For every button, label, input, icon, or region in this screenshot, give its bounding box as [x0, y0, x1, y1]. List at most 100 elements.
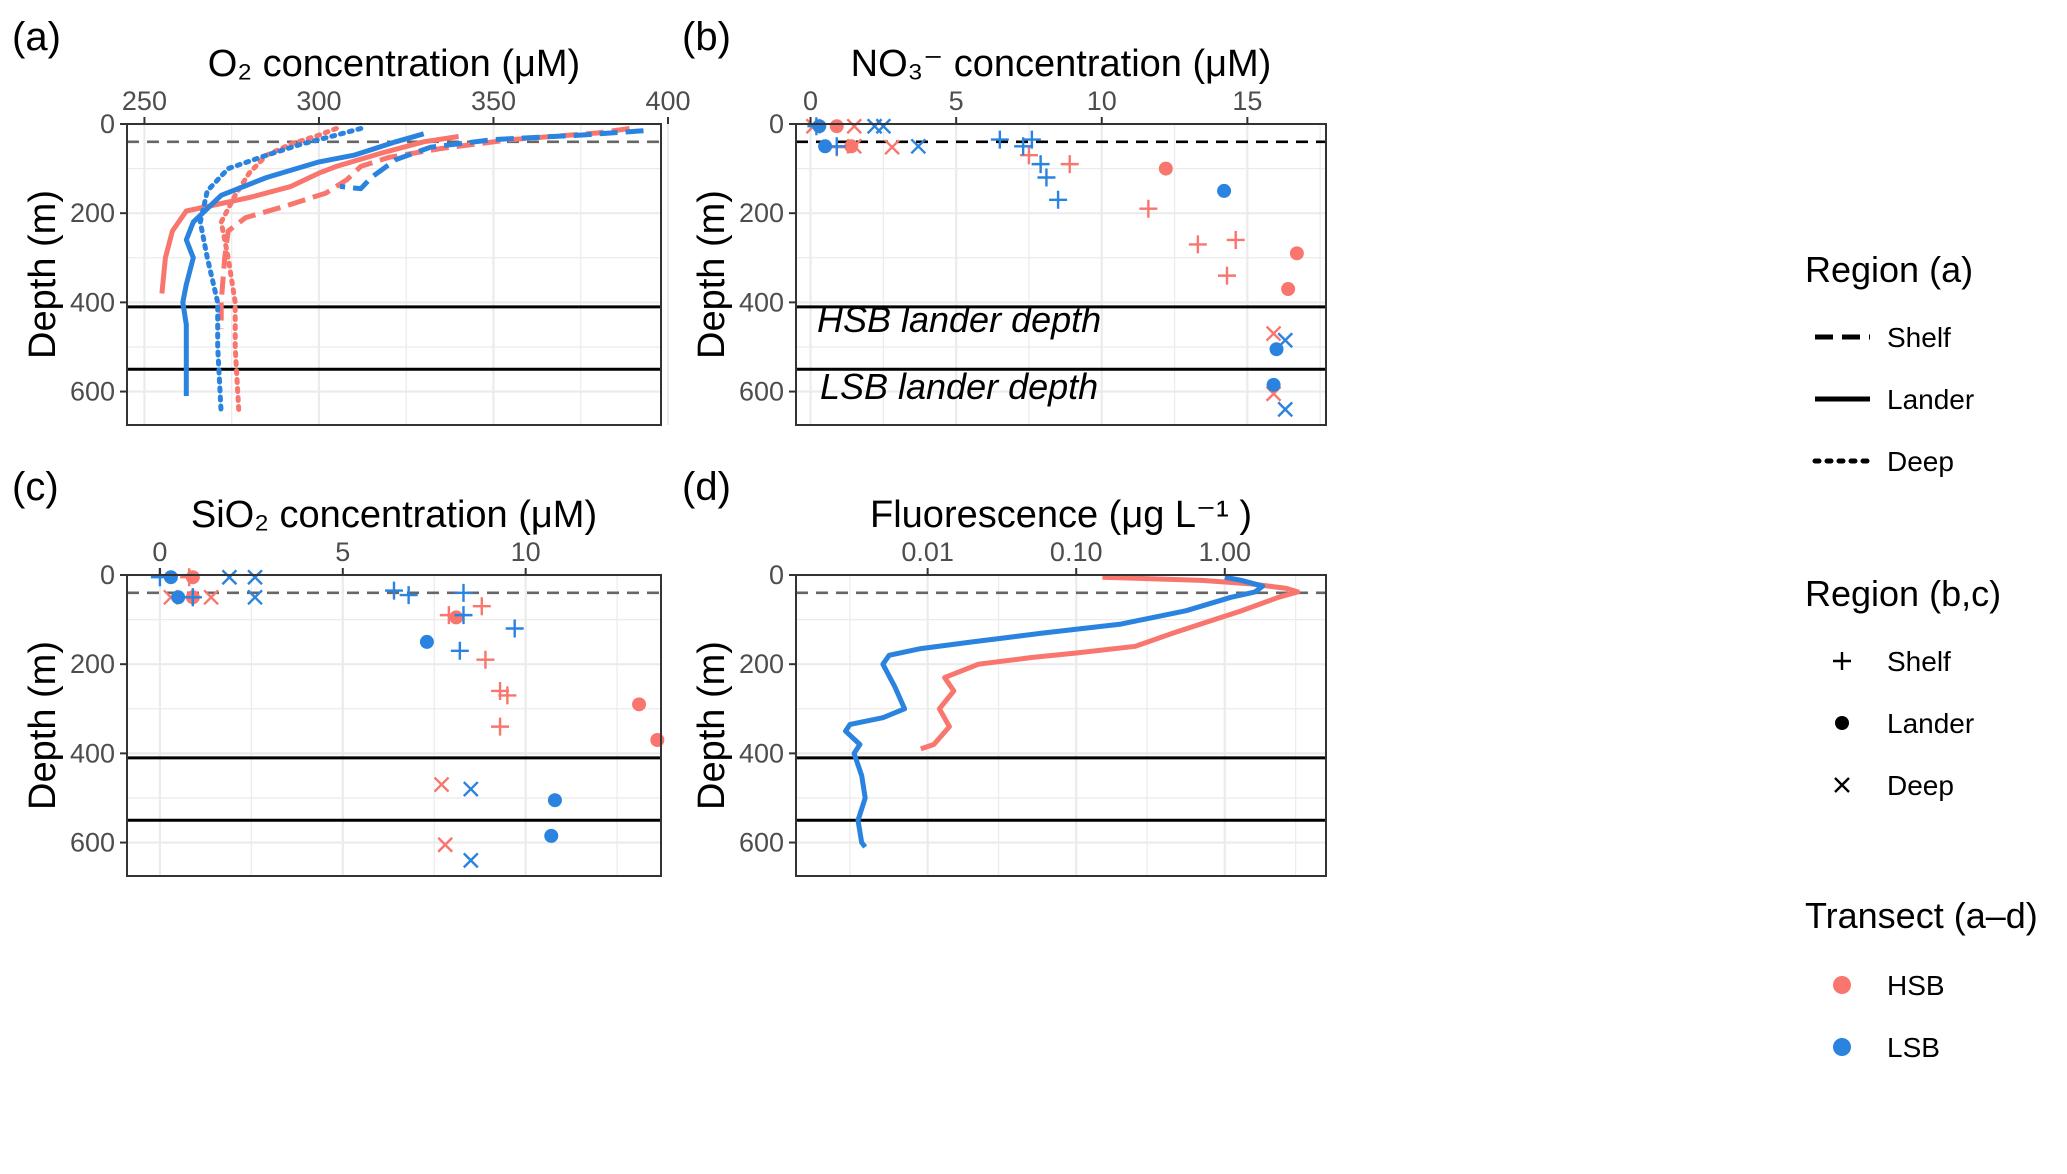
series-line-lsb — [843, 574, 1266, 849]
panel-label: (c) — [12, 465, 59, 509]
data-point-lsb-lander — [419, 634, 434, 649]
x-tick-label: 5 — [335, 537, 350, 567]
data-point-lsb-lander — [163, 570, 178, 585]
panel-b-chart: HSB lander depth LSB lander depth 0 5 10 15 0 2… — [682, 15, 1327, 426]
data-point-hsb-lander — [1158, 161, 1173, 176]
data-point-lsb-lander — [544, 828, 559, 843]
data-point-lsb-shelf — [454, 606, 473, 625]
data-point-lsb-shelf — [505, 619, 524, 638]
data-point-lsb-deep — [247, 569, 263, 586]
data-point-hsb-lander — [1281, 281, 1296, 296]
legend-title: Region (b,c) — [1805, 573, 2001, 614]
lander-depth-annotation: LSB lander depth — [820, 366, 1098, 407]
legend: Region (a) Shelf Lander Deep Region (b,c) She… — [1805, 249, 2038, 1063]
data-point-lsb-lander — [1217, 183, 1232, 198]
data-point-hsb-deep — [1265, 325, 1282, 342]
legend-key-marker-lander — [1835, 716, 1849, 730]
panel-label: (a) — [12, 15, 61, 59]
data-point-hsb-shelf — [476, 650, 495, 669]
data-point-hsb-shelf — [491, 681, 510, 700]
legend-label: Lander — [1887, 708, 1974, 739]
plot-background — [127, 124, 661, 425]
plot-border — [126, 123, 662, 426]
data-point-hsb-lander — [844, 139, 859, 154]
x-axis-title: SiO₂ concentration (μM) — [191, 494, 597, 536]
series-line-lsb-shelf — [339, 128, 644, 192]
y-tick-label: 400 — [739, 287, 784, 317]
y-tick-label: 600 — [70, 377, 115, 407]
data-point-lsb-shelf — [1014, 137, 1033, 156]
data-point-lsb-shelf — [183, 588, 202, 607]
data-point-hsb-shelf — [498, 686, 517, 705]
y-tick-label: 600 — [739, 377, 784, 407]
data-point-lsb-shelf — [807, 117, 826, 136]
data-point-lsb-shelf — [1037, 168, 1056, 187]
data-point-lsb-shelf — [990, 130, 1009, 149]
data-point-hsb-shelf — [472, 597, 491, 616]
plot-background — [796, 575, 1326, 876]
x-axis-title: O₂ concentration (μM) — [208, 43, 580, 85]
data-point-hsb-shelf — [1139, 199, 1158, 218]
x-tick-label: 0.10 — [1050, 537, 1103, 567]
data-point-hsb-shelf — [491, 717, 510, 736]
data-point-hsb-deep — [203, 589, 219, 606]
data-point-lsb-deep — [1277, 401, 1294, 418]
x-axis-title: Fluorescence (μg L⁻¹ ) — [870, 494, 1252, 536]
data-point-hsb-lander — [1289, 246, 1304, 261]
series-line-hsb-lander — [159, 134, 459, 294]
plot-background — [796, 124, 1326, 425]
x-tick-label: 0.01 — [901, 537, 954, 567]
plot-border — [126, 574, 662, 877]
data-point-hsb-deep — [437, 836, 454, 853]
data-point-hsb-shelf — [1060, 155, 1079, 174]
legend-key-lsb — [1833, 1038, 1851, 1056]
y-axis-title: Depth (m) — [691, 641, 733, 810]
y-tick-label: 200 — [70, 649, 115, 679]
panel-label: (b) — [682, 15, 731, 59]
y-axis-title: Depth (m) — [691, 190, 733, 359]
x-tick-label: 0 — [152, 537, 167, 567]
data-point-lsb-lander — [171, 590, 186, 605]
legend-key-marker-deep — [1834, 777, 1850, 793]
y-tick-label: 400 — [70, 287, 115, 317]
data-point-lsb-shelf — [454, 583, 473, 602]
data-point-hsb-shelf — [1188, 235, 1207, 254]
data-point-hsb-lander — [829, 119, 844, 134]
x-tick-label: 10 — [511, 537, 541, 567]
data-point-hsb-lander — [650, 732, 665, 747]
x-tick-label: 0 — [803, 86, 818, 116]
data-point-hsb-shelf — [1217, 266, 1236, 285]
legend-label: Deep — [1887, 770, 1954, 801]
data-point-lsb-shelf — [827, 137, 846, 156]
data-point-lsb-shelf — [450, 641, 469, 660]
y-tick-label: 0 — [769, 560, 784, 590]
data-point-lsb-lander — [547, 793, 562, 808]
series-line-hsb — [919, 574, 1301, 752]
legend-title: Region (a) — [1805, 249, 1973, 290]
panel-a-chart: 250 300 350 400 0 200 400 600 O₂ concentration (… — [12, 15, 691, 426]
legend-label: Shelf — [1887, 322, 1951, 353]
data-point-lsb-deep — [910, 138, 927, 155]
y-axis-title: Depth (m) — [22, 641, 64, 810]
series-line-hsb-deep — [218, 126, 339, 412]
data-point-hsb-lander — [632, 697, 647, 712]
y-tick-label: 600 — [70, 828, 115, 858]
y-axis-title: Depth (m) — [22, 190, 64, 359]
y-tick-label: 0 — [100, 560, 115, 590]
plot-border — [795, 123, 1327, 426]
panel-d-chart: 0.01 0.10 1.00 0 200 400 600 Fluorescence (μg L… — [682, 465, 1327, 877]
lander-depth-annotation: HSB lander depth — [817, 299, 1101, 340]
data-point-lsb-shelf — [1049, 190, 1068, 209]
data-point-lsb-lander — [818, 139, 833, 154]
legend-key-marker-shelf — [1833, 652, 1851, 670]
x-axis-title: NO₃⁻ concentration (μM) — [851, 43, 1272, 85]
legend-key-hsb — [1833, 976, 1851, 994]
y-tick-label: 200 — [739, 649, 784, 679]
y-tick-label: 200 — [70, 198, 115, 228]
y-tick-label: 0 — [100, 109, 115, 139]
x-tick-label: 10 — [1087, 86, 1117, 116]
x-tick-label: 15 — [1232, 86, 1262, 116]
plot-background — [127, 575, 661, 876]
legend-label: LSB — [1887, 1032, 1940, 1063]
